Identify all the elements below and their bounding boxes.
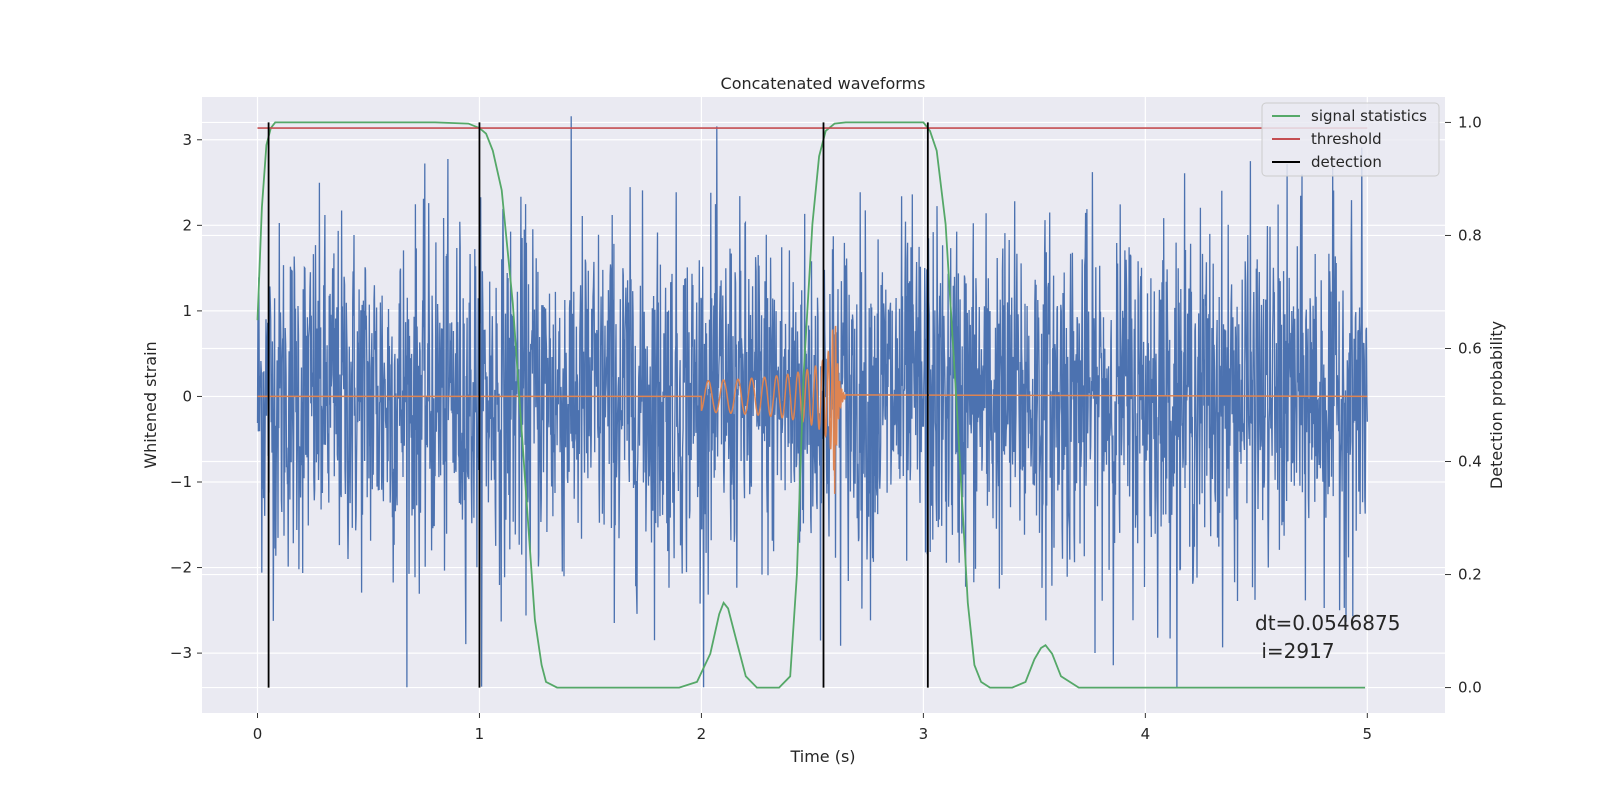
x-tick-label: 3 [919, 725, 929, 743]
x-axis-label: Time (s) [789, 747, 855, 766]
legend-label-detection: detection [1311, 153, 1382, 171]
legend-box [1261, 102, 1440, 177]
y-right-tick-label: 0.8 [1458, 226, 1482, 244]
y-left-tick-label: 3 [182, 131, 192, 149]
annotation-dt: dt=0.0546875 [1255, 611, 1400, 635]
x-tick-label: 0 [253, 725, 263, 743]
y-right-tick-label: 0.4 [1458, 453, 1482, 471]
y-axis-right-label: Detection probability [1487, 321, 1506, 489]
y-right-tick-label: 0.2 [1458, 566, 1482, 584]
y-left-tick-label: 0 [182, 387, 192, 405]
x-tick-label: 1 [475, 725, 485, 743]
y-axis-left-label: Whitened strain [141, 341, 160, 468]
signal-statistics-line [256, 121, 1366, 689]
legend: signal statistics threshold detection [1261, 102, 1440, 177]
chart-title: Concatenated waveforms [721, 74, 926, 93]
plot-area [256, 116, 1368, 689]
legend-label-signal-statistics: signal statistics [1311, 107, 1427, 125]
y-left-tick-label: −1 [170, 473, 192, 491]
y-right-tick-label: 0.0 [1458, 679, 1482, 697]
y-right-tick-label: 0.6 [1458, 339, 1482, 357]
y-left-tick-label: 2 [182, 216, 192, 234]
chirp-series-line [257, 325, 1368, 494]
y-left-tick-label: −3 [170, 644, 192, 662]
x-tick-label: 2 [697, 725, 707, 743]
x-tick-label: 4 [1141, 725, 1151, 743]
x-tick-label: 5 [1363, 725, 1373, 743]
annotation-index: i=2917 [1255, 639, 1335, 663]
y-left-tick-label: 1 [182, 302, 192, 320]
y-right-tick-label: 1.0 [1458, 113, 1482, 131]
y-left-tick-label: −2 [170, 559, 192, 577]
axes: 0 1 2 3 4 5 3 2 1 0 −1 −2 −3 1.0 0.8 0.6 0.4 0.2 0.0 [170, 113, 1482, 743]
legend-label-threshold: threshold [1311, 130, 1382, 148]
